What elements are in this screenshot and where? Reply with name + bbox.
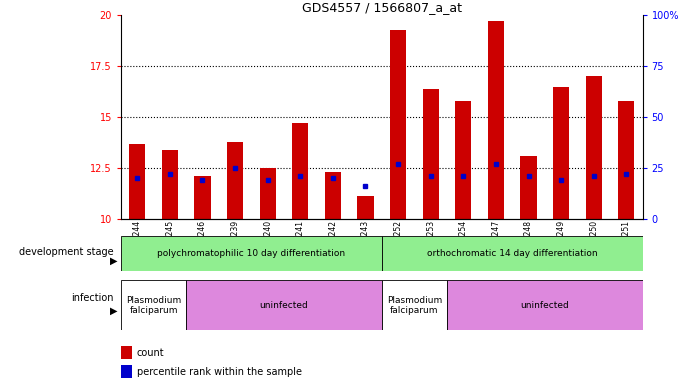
Text: Plasmodium
falciparum: Plasmodium falciparum	[126, 296, 181, 315]
Title: GDS4557 / 1566807_a_at: GDS4557 / 1566807_a_at	[302, 1, 462, 14]
Bar	[390, 30, 406, 219]
Text: uninfected: uninfected	[260, 301, 308, 310]
Text: ▶: ▶	[110, 305, 117, 315]
Text: uninfected: uninfected	[520, 301, 569, 310]
Text: count: count	[137, 348, 164, 358]
Bar	[121, 236, 382, 271]
Bar	[227, 142, 243, 219]
Bar	[422, 89, 439, 219]
Bar	[292, 123, 308, 219]
Bar	[455, 101, 471, 219]
Bar	[129, 144, 145, 219]
Bar	[357, 197, 374, 219]
Bar	[585, 76, 602, 219]
Text: percentile rank within the sample: percentile rank within the sample	[137, 367, 301, 377]
Bar	[553, 87, 569, 219]
Bar	[325, 172, 341, 219]
Bar	[121, 365, 133, 378]
Text: polychromatophilic 10 day differentiation: polychromatophilic 10 day differentiatio…	[158, 249, 346, 258]
Bar	[447, 280, 643, 330]
Bar	[520, 156, 537, 219]
Text: orthochromatic 14 day differentiation: orthochromatic 14 day differentiation	[427, 249, 598, 258]
Bar	[186, 280, 381, 330]
Bar	[162, 150, 178, 219]
Bar	[194, 176, 211, 219]
Bar	[260, 168, 276, 219]
Bar	[121, 280, 186, 330]
Bar	[121, 346, 133, 359]
Text: Plasmodium
falciparum: Plasmodium falciparum	[387, 296, 442, 315]
Text: infection: infection	[71, 293, 114, 303]
Bar	[618, 101, 634, 219]
Text: ▶: ▶	[110, 255, 117, 265]
Bar	[382, 236, 643, 271]
Bar	[488, 22, 504, 219]
Bar	[382, 280, 447, 330]
Text: development stage: development stage	[19, 247, 114, 257]
